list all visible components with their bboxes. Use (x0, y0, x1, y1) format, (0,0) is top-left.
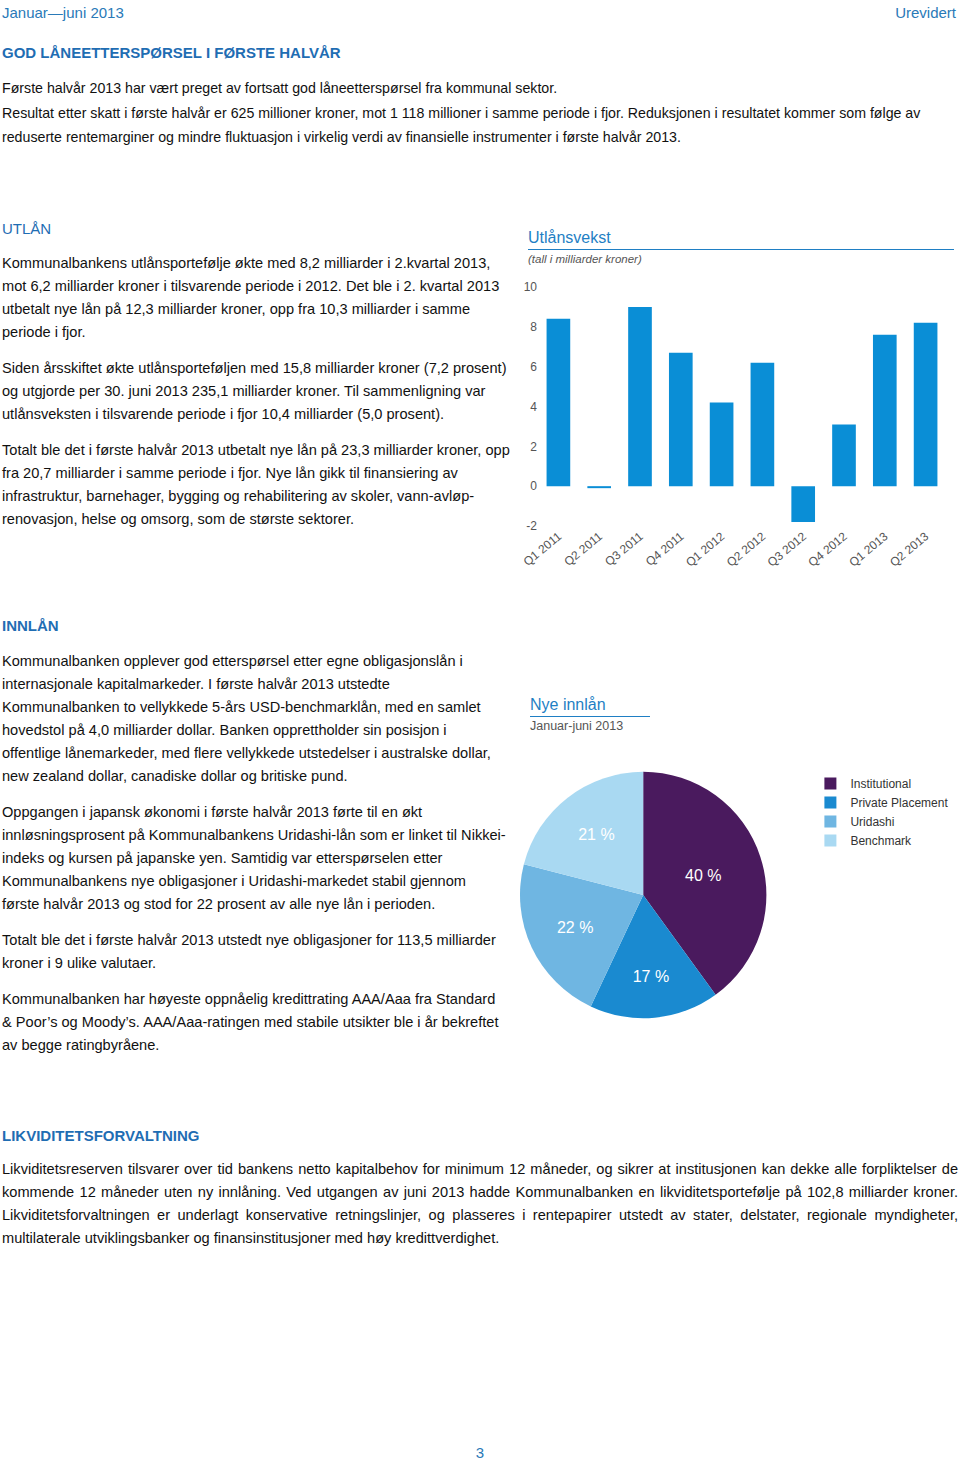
html-text:Resultat etter skatt i første: Resultat etter skatt i første halvår er … (2, 104, 921, 145)
html-text:Januar-juni 2013: Januar-juni 2013 (530, 719, 624, 733)
html-text:Totalt ble det i første halvår: Totalt ble det i første halvår 2013 utbe… (2, 442, 510, 527)
html-text:Siden årsskiftet økte utlånspo: Siden årsskiftet økte utlånsporteføljen … (2, 360, 507, 422)
html-text:Utlånsvekst: Utlånsvekst (528, 229, 611, 246)
svg-text:-2: -2 (526, 519, 537, 533)
html-text:3: 3 (475, 1444, 485, 1461)
svg-text:Benchmark: Benchmark (850, 834, 912, 848)
svg-text:22 %: 22 % (557, 919, 593, 936)
svg-text:0: 0 (530, 479, 537, 493)
html-text:Totalt ble det i første halvår: Totalt ble det i første halvår 2013 utst… (2, 932, 496, 971)
html-text:INNLÅN: INNLÅN (2, 617, 59, 634)
html-text:Urevidert: Urevidert (895, 4, 956, 21)
svg-text:Q2 2012: Q2 2012 (724, 529, 769, 570)
svg-text:Q1 2012: Q1 2012 (683, 529, 728, 570)
html-text:Januar—juni 2013: Januar—juni 2013 (2, 4, 124, 21)
svg-text:2: 2 (530, 440, 537, 454)
svg-text:Q4 2012: Q4 2012 (806, 529, 851, 570)
svg-text:Uridashi: Uridashi (850, 815, 894, 829)
html-text:Kommunalbanken opplever god et: Kommunalbanken opplever god etterspørsel… (2, 653, 491, 784)
svg-text:Q2 2013: Q2 2013 (887, 529, 932, 570)
svg-text:Q4 2011: Q4 2011 (643, 529, 687, 569)
html-text:Kommunalbanken har høyeste opp: Kommunalbanken har høyeste oppnåelig kre… (2, 991, 499, 1053)
svg-text:17 %: 17 % (633, 968, 669, 985)
svg-text:Q2 2011: Q2 2011 (561, 529, 605, 569)
html-text:Første halvår 2013 har vært pr: Første halvår 2013 har vært preget av fo… (2, 80, 558, 96)
svg-text:Private Placement: Private Placement (850, 796, 948, 810)
html-text:UTLÅN: UTLÅN (2, 220, 52, 237)
html-text:Likviditetsreserven tilsvarer: Likviditetsreserven tilsvarer over tid b… (2, 1161, 958, 1246)
svg-text:21 %: 21 % (578, 826, 614, 843)
html-text:LIKVIDITETSFORVALTNING: LIKVIDITETSFORVALTNING (2, 1127, 200, 1144)
svg-text:Q1 2013: Q1 2013 (846, 529, 891, 570)
html-text:(tall i milliarder kroner): (tall i milliarder kroner) (528, 253, 642, 265)
svg-text:10: 10 (524, 280, 538, 294)
svg-text:Q3 2012: Q3 2012 (765, 529, 810, 570)
svg-text:8: 8 (530, 320, 537, 334)
svg-text:4: 4 (530, 400, 537, 414)
html-text:Kommunalbankens utlånsporteføl: Kommunalbankens utlånsportefølje økte me… (2, 255, 500, 340)
html-text:GOD LÅNEETTERSPØRSEL I FØRSTE: GOD LÅNEETTERSPØRSEL I FØRSTE HALVÅR (2, 44, 341, 61)
svg-text:40 %: 40 % (685, 867, 721, 884)
svg-text:Q1 2011: Q1 2011 (521, 529, 565, 569)
svg-text:Q3 2011: Q3 2011 (602, 529, 646, 569)
svg-text:6: 6 (530, 360, 537, 374)
html-text:Nye innlån: Nye innlån (530, 696, 606, 713)
svg-text:Institutional: Institutional (850, 777, 911, 791)
html-text:Oppgangen i japansk økonomi i: Oppgangen i japansk økonomi i første hal… (2, 804, 506, 912)
